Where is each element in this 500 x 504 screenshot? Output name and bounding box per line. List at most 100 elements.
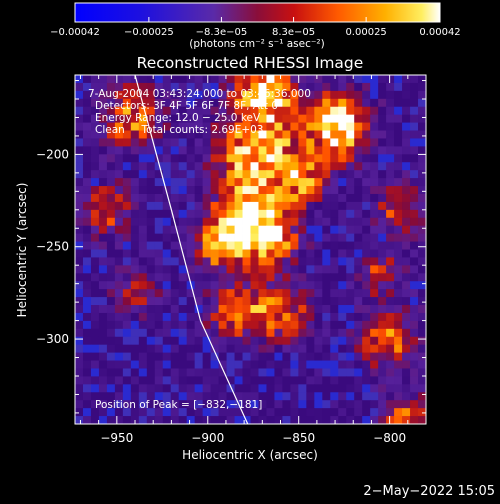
heatmap-cell [290,400,299,409]
heatmap-cell [298,122,307,131]
heatmap-cell [226,289,235,298]
heatmap-cell [266,209,275,219]
heatmap-cell [138,154,148,163]
heatmap-cell [82,392,92,401]
heatmap-cell [370,217,379,227]
heatmap-cell [122,336,132,346]
heatmap-cell [410,170,419,179]
heatmap-cell [226,384,235,393]
heatmap-cell [354,217,363,227]
heatmap-cell [338,376,347,385]
heatmap-cell [162,384,172,393]
heatmap-cell [370,257,379,266]
heatmap-cell [130,241,140,250]
heatmap-cell [266,336,275,346]
heatmap-cell [234,114,243,123]
heatmap-cell [98,162,108,171]
heatmap-cell [402,297,411,306]
heatmap-cell [186,352,196,361]
heatmap-cell [274,281,283,290]
heatmap-cell [186,122,196,131]
heatmap-cell [138,170,148,179]
heatmap-cell [410,376,419,385]
heatmap-cell [346,170,355,179]
heatmap-cell [346,209,355,219]
heatmap-cell [194,328,204,338]
heatmap-cell [330,201,339,211]
heatmap-cell [274,320,283,330]
heatmap-cell [258,257,267,266]
heatmap-cell [226,170,235,179]
heatmap-cell [362,122,371,131]
heatmap-cell [258,352,267,361]
heatmap-cell [218,400,227,409]
heatmap-cell [378,114,387,123]
heatmap-cell [274,241,283,250]
heatmap-cell [75,360,84,369]
heatmap-cell [122,305,132,314]
heatmap-cell [402,186,411,195]
heatmap-cell [218,241,227,250]
heatmap-cell [226,193,235,203]
heatmap-cell [178,352,188,361]
heatmap-cell [282,90,291,100]
heatmap-cell [82,352,92,361]
heatmap-cell [106,392,116,401]
heatmap-cell [90,106,100,116]
heatmap-cell [346,416,355,424]
heatmap-cell [330,186,339,195]
heatmap-cell [290,209,299,219]
heatmap-cell [194,289,204,298]
heatmap-cell [242,273,251,282]
heatmap-cell [370,392,379,401]
heatmap-cell [306,233,315,242]
heatmap-cell [218,297,227,306]
heatmap-cell [354,265,363,274]
heatmap-cell [194,162,204,171]
heatmap-cell [170,265,180,274]
heatmap-cell [218,170,227,179]
heatmap-cell [242,281,251,290]
heatmap-cell [338,209,347,219]
heatmap-cell [226,122,235,131]
heatmap-cell [306,114,315,123]
heatmap-cell [82,384,92,393]
heatmap-cell [122,312,132,322]
heatmap-cell [226,360,235,369]
heatmap-cell [258,328,267,338]
heatmap-cell [202,178,212,187]
heatmap-cell [306,281,315,290]
heatmap-cell [122,416,132,424]
heatmap-cell [338,257,347,266]
heatmap-cell [114,201,124,211]
heatmap-cell [298,376,307,385]
heatmap-cell [322,138,331,147]
heatmap-cell [274,344,283,354]
heatmap-cell [186,273,196,282]
heatmap-cell [170,106,180,116]
heatmap-cell [250,376,259,385]
heatmap-cell [314,360,323,369]
heatmap-cell [90,154,100,163]
heatmap-cell [362,281,371,290]
heatmap-cell [186,75,196,84]
heatmap-cell [234,75,243,84]
heatmap-cell [194,106,204,116]
heatmap-cell [162,360,172,369]
heatmap-cell [306,297,315,306]
heatmap-cell [346,82,355,92]
heatmap-cell [298,146,307,155]
heatmap-cell [258,186,267,195]
heatmap-cell [402,75,411,84]
heatmap-cell [82,305,92,314]
heatmap-cell [362,146,371,155]
heatmap-cell [290,146,299,155]
heatmap-cell [378,344,387,354]
heatmap-cell [178,257,188,266]
heatmap-cell [266,384,275,393]
heatmap-cell [282,384,291,393]
heatmap-cell [242,265,251,274]
heatmap-cell [114,400,124,409]
heatmap-cell [386,241,395,250]
heatmap-cell [82,193,92,203]
